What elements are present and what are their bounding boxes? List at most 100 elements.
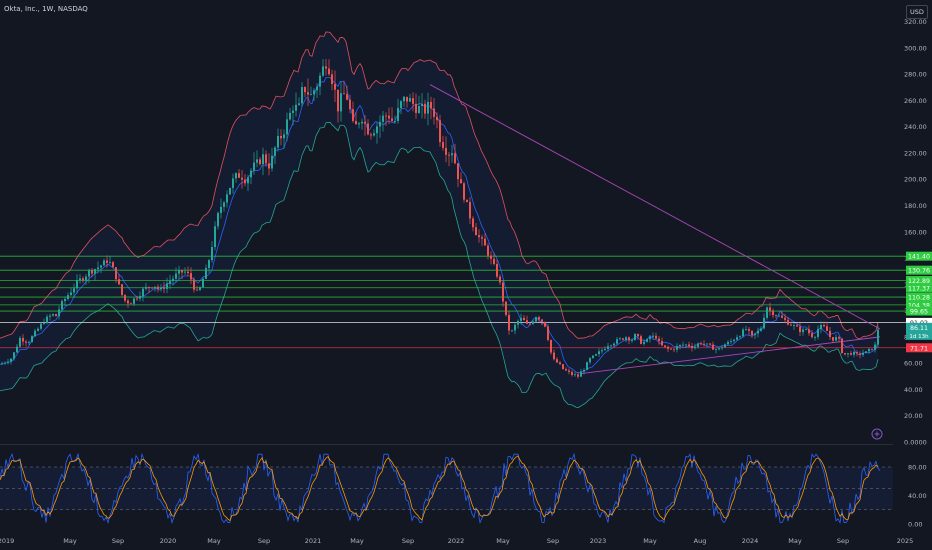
candle-body [724,344,726,348]
candle-body [355,120,357,125]
candle-body [778,315,780,317]
candle-body [382,115,384,122]
candle-body [334,83,336,90]
candle-body [592,355,594,359]
candle-body [490,255,492,259]
candle-body [202,278,204,288]
candle-body [421,103,423,106]
candle-body [4,362,6,364]
candle-body [742,329,744,337]
candle-body [304,87,306,93]
candle-body [703,343,705,345]
y-tick-label: 240.00 [904,123,927,131]
candle-body [100,265,102,268]
candle-body [58,309,60,317]
candle-body [415,103,417,113]
candle-body [850,353,852,355]
candle-body [169,281,171,284]
candle-body [307,92,309,95]
candle-body [871,348,873,350]
candle-body [1,363,3,365]
level-label-box [906,292,932,302]
candle-body [613,343,615,346]
candle-body [451,153,453,156]
level-label: 130.76 [908,268,930,275]
bb-lower-line [0,121,879,409]
candle-body [136,298,138,300]
level-label: 99.65 [910,309,928,316]
candle-body [556,359,558,363]
candle-body [628,337,630,341]
candle-body [469,202,471,219]
level-label-box [906,306,932,316]
x-tick-label: Sep [837,537,849,545]
candle-body [634,333,636,341]
candle-body [466,199,468,203]
candle-body [622,338,624,340]
candle-body [670,348,672,350]
bb-fill [0,31,878,408]
candle-body [460,179,462,184]
x-tick-label: May [496,537,510,545]
candle-body [865,351,867,353]
candle-body [181,270,183,273]
candle-body [310,94,312,95]
candle-body [226,194,228,203]
candle-body [289,112,291,120]
candle-body [178,270,180,274]
candle-body [229,187,231,195]
candle-body [655,335,657,339]
candle-body [199,287,201,290]
candle-body [784,317,786,320]
candle-body [79,278,81,281]
candle-body [370,134,372,136]
candle-body [601,350,603,352]
candle-body [685,344,687,346]
candle-body [331,74,333,84]
candle-body [379,121,381,127]
candle-body [838,337,840,339]
candle-body [88,270,90,277]
candle-body [28,342,30,343]
candle-body [445,147,447,155]
candle-body [736,337,738,340]
candle-body [442,142,444,148]
candle-body [661,341,663,346]
candle-body [760,328,762,331]
candle-body [352,109,354,121]
candle-body [832,337,834,341]
bb-upper-line [0,31,879,340]
candle-body [112,262,114,268]
candle-body [757,330,759,334]
candle-body [649,336,651,340]
candle-body [733,339,735,342]
candle-body [862,352,864,355]
stoch-tick-label: 40.00 [908,492,927,500]
candle-body [55,314,57,317]
candle-body [436,116,438,121]
level-label-box [906,300,932,310]
candle-body [157,286,159,290]
candle-body [427,101,429,114]
candle-body [697,343,699,347]
level-label: 117.37 [908,285,930,292]
x-tick-label: May [643,537,657,545]
candle-body [766,307,768,318]
candle-body [589,358,591,363]
candle-body [49,315,51,317]
candle-body [679,344,681,347]
candle-body [91,270,93,274]
candle-body [133,298,135,304]
x-tick-label: 2022 [448,537,465,545]
candle-body [400,101,402,109]
candle-body [259,159,261,165]
candle-body [10,358,12,362]
candle-body [325,66,327,69]
candle-body [478,235,480,238]
currency-button[interactable]: USD [906,5,928,19]
candle-body [214,226,216,247]
candle-body [61,301,63,310]
stoch-tick-label: 0.00 [908,521,922,529]
candle-body [805,329,807,330]
